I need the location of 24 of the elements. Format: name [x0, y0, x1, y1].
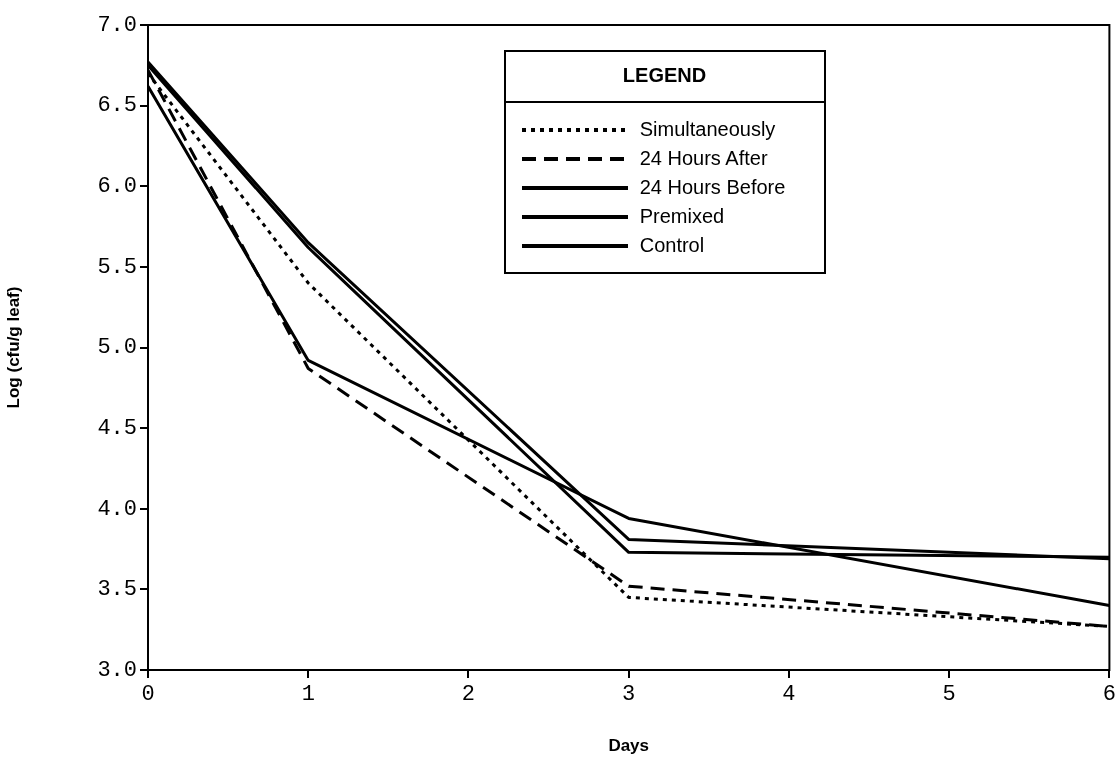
x-tick-label: 3 — [622, 682, 636, 708]
legend-label: Control — [639, 234, 705, 257]
legend-label: 24 Hours After — [639, 147, 768, 170]
x-tick-label: 6 — [1102, 682, 1116, 708]
x-tick-label: 1 — [301, 682, 315, 708]
legend-title: LEGEND — [621, 63, 708, 88]
legend-label: Premixed — [639, 205, 725, 228]
x-tick-label: 5 — [942, 682, 956, 708]
y-tick-label: 6.5 — [97, 93, 137, 119]
x-tick-label: 2 — [461, 682, 476, 708]
y-tick-label: 3.0 — [97, 657, 137, 683]
y-tick-label: 4.5 — [97, 415, 137, 441]
y-tick-label: 3.5 — [97, 577, 137, 603]
x-tick-label: 0 — [141, 682, 155, 708]
y-tick-label: 6.0 — [97, 174, 137, 200]
y-tick-label: 4.0 — [97, 496, 137, 522]
legend-label: 24 Hours Before — [639, 176, 786, 199]
x-axis-title: Days — [608, 736, 650, 756]
y-axis-title: Log (cfu/g leaf) — [3, 286, 23, 409]
y-tick-label: 5.0 — [97, 335, 137, 361]
y-tick-label: 5.5 — [97, 254, 137, 280]
x-tick-label: 4 — [782, 682, 796, 708]
y-tick-label: 7.0 — [97, 12, 137, 38]
legend-label: Simultaneously — [639, 118, 776, 141]
